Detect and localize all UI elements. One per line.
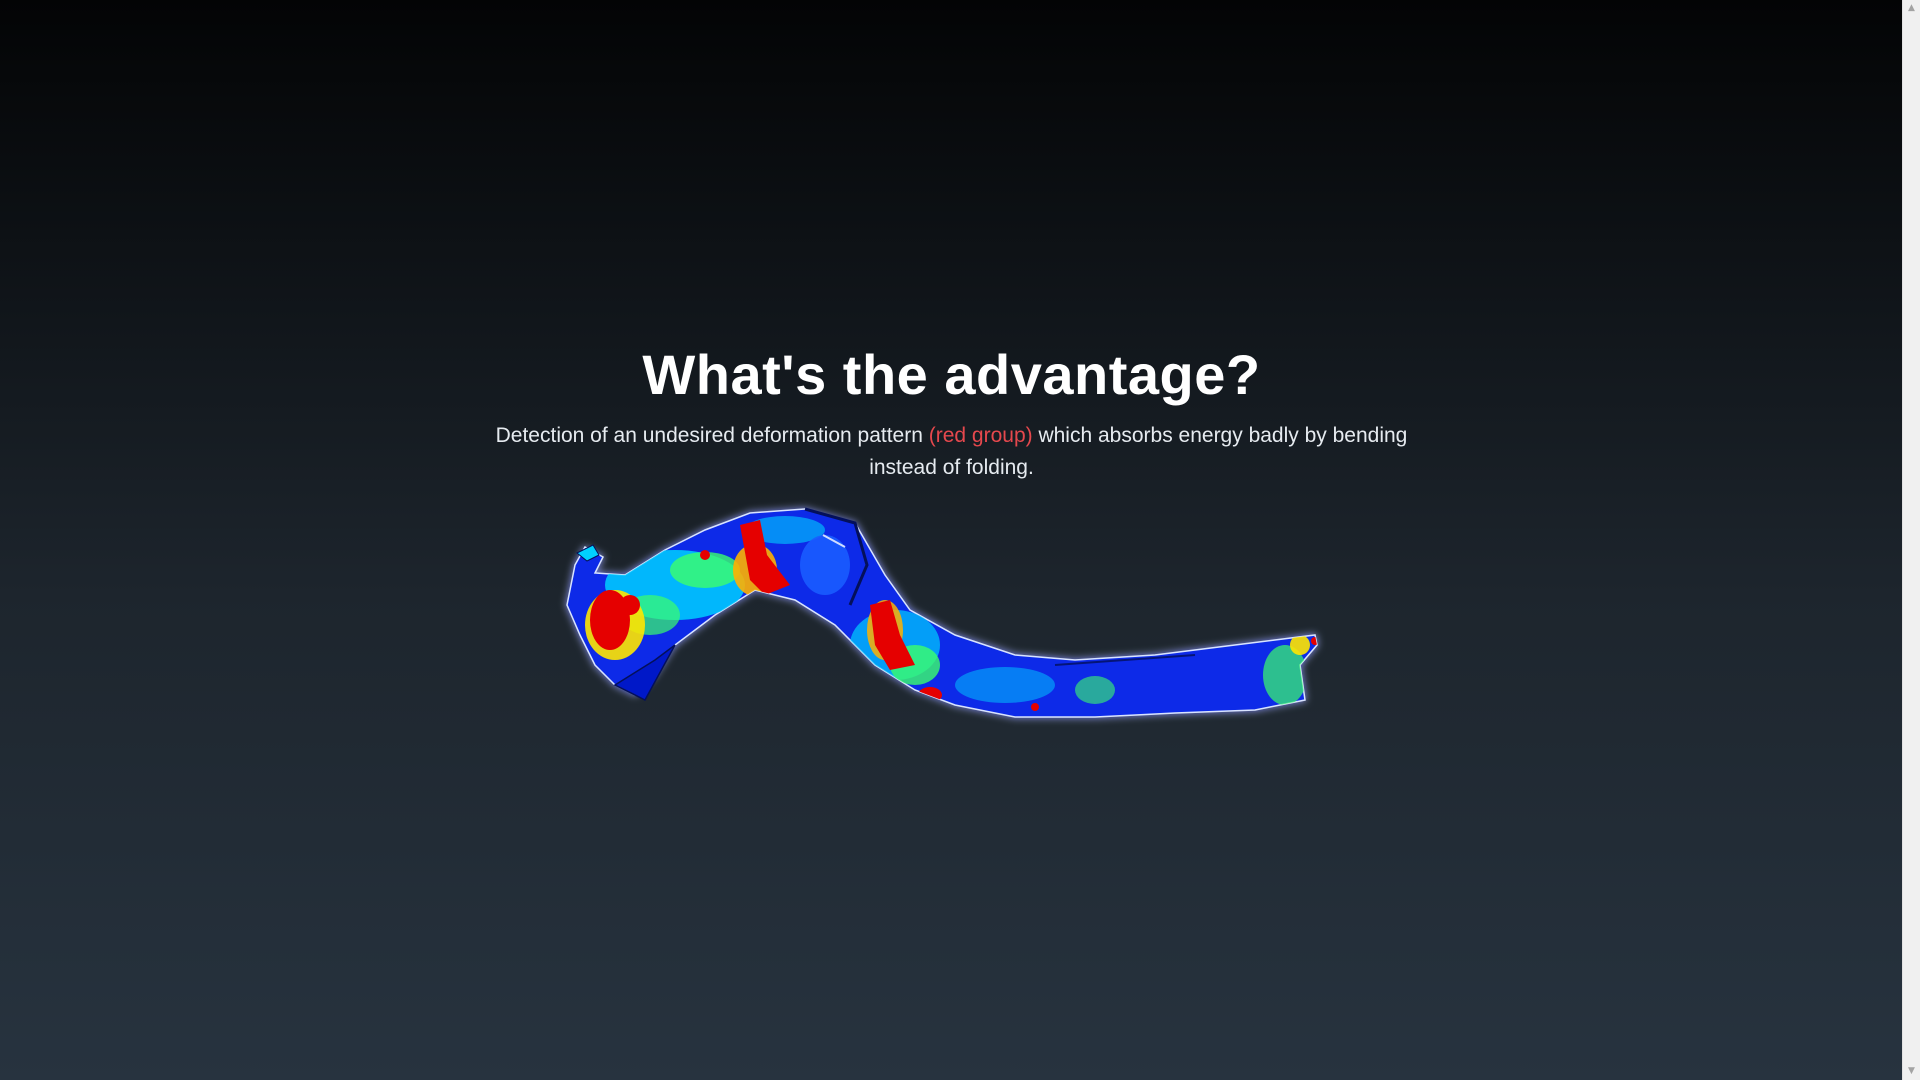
chevron-down-icon[interactable]: ▼: [1908, 1066, 1915, 1076]
deformation-heatmap-image: [555, 495, 1335, 755]
page-title: What's the advantage?: [642, 343, 1261, 406]
vertical-scrollbar[interactable]: ▲ ▼: [1902, 0, 1920, 1080]
description-highlight: (red group): [928, 424, 1033, 447]
scrollbar-thumb[interactable]: [1907, 18, 1916, 1058]
hero-description: Detection of an undesired deformation pa…: [492, 420, 1412, 484]
description-text-after: which absorbs energy badly by bending in…: [869, 424, 1408, 479]
chevron-up-icon[interactable]: ▲: [1908, 3, 1915, 13]
hero-section: What's the advantage? Detection of an un…: [0, 340, 1903, 484]
description-text-before: Detection of an undesired deformation pa…: [495, 424, 929, 447]
